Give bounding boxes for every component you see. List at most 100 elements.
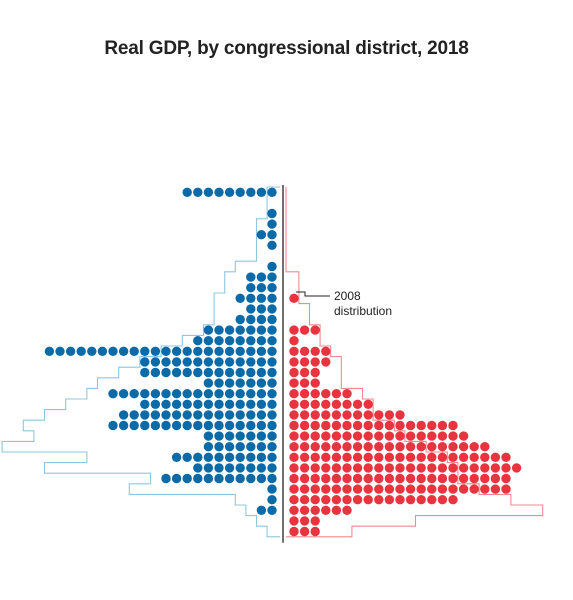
dot-right-row-29: [321, 495, 331, 505]
dot-right-row-13: [310, 325, 320, 335]
dot-left-row-17: [193, 367, 203, 378]
dot-left-row-19: [214, 389, 224, 399]
dot-right-row-21: [363, 410, 373, 420]
dot-left-row-19: [108, 389, 118, 399]
dot-right-row-30: [321, 505, 331, 515]
dot-right-row-29: [289, 495, 299, 505]
dot-right-row-26: [480, 463, 490, 473]
dot-right-row-25: [321, 452, 331, 462]
dot-left-row-18: [246, 378, 256, 388]
dot-left-row-27: [256, 473, 267, 484]
dot-right-row-13: [289, 325, 299, 335]
dot-right-row-29: [363, 495, 373, 505]
dot-right-row-29: [416, 495, 426, 505]
dot-left-row-8: [246, 272, 256, 282]
dot-right-row-27: [321, 473, 331, 484]
dot-right-row-22: [321, 420, 331, 431]
dot-left-row-8: [267, 272, 277, 282]
dot-left-row-27: [214, 473, 224, 484]
dot-left-row-19: [150, 389, 161, 399]
dot-left-row-17: [182, 367, 192, 378]
dot-left-row-0: [214, 187, 224, 197]
dot-left-row-25: [193, 452, 203, 462]
dot-right-row-24: [458, 442, 469, 452]
dot-left-row-22: [193, 420, 203, 431]
dot-right-row-24: [289, 442, 299, 452]
dot-right-row-29: [299, 495, 310, 505]
dot-left-row-24: [235, 442, 245, 452]
dot-left-row-23: [224, 431, 235, 441]
dot-left-row-18: [224, 378, 235, 388]
dot-right-row-22: [374, 420, 384, 431]
dot-right-row-30: [342, 505, 352, 515]
dot-left-row-25: [246, 452, 256, 462]
dot-left-row-27: [161, 473, 171, 484]
dot-left-row-15: [161, 346, 171, 356]
annotation-label-line-1: 2008: [334, 289, 361, 303]
dot-left-row-19: [256, 389, 267, 399]
dot-right-row-26: [342, 463, 352, 473]
dot-left-row-15: [55, 346, 65, 356]
dot-left-row-19: [267, 389, 277, 399]
dot-left-row-15: [256, 346, 267, 356]
dot-right-row-28: [437, 484, 448, 494]
dot-right-row-27: [416, 473, 426, 484]
dot-left-row-13: [224, 325, 235, 335]
dot-left-row-25: [224, 452, 235, 462]
dot-right-row-20: [352, 399, 363, 409]
dot-right-row-28: [490, 484, 501, 494]
dot-right-row-26: [374, 463, 384, 473]
dot-left-row-15: [140, 346, 150, 356]
dot-left-row-22: [246, 420, 256, 431]
dot-left-row-15: [182, 346, 192, 356]
dot-right-row-31: [299, 516, 310, 526]
dot-left-row-17: [161, 367, 171, 378]
dot-right-row-25: [448, 452, 458, 462]
dot-left-row-14: [235, 336, 245, 346]
dot-left-row-21: [256, 410, 267, 420]
dot-right-row-26: [405, 463, 416, 473]
dot-right-row-26: [448, 463, 458, 473]
dot-left-row-25: [235, 452, 245, 462]
dot-left-row-26: [203, 463, 214, 473]
dot-right-row-23: [405, 431, 416, 441]
dot-right-row-19: [310, 389, 320, 399]
dot-right-row-23: [310, 431, 320, 441]
dot-left-row-15: [267, 346, 277, 356]
dot-right-row-19: [321, 389, 331, 399]
outline-2008-right: [285, 187, 544, 538]
dot-left-row-19: [246, 389, 256, 399]
dot-left-row-19: [129, 389, 139, 399]
dot-right-row-28: [363, 484, 373, 494]
dot-left-row-25: [182, 452, 192, 462]
dot-right-row-29: [384, 495, 395, 505]
dot-left-row-25: [203, 452, 214, 462]
dot-left-row-21: [203, 410, 214, 420]
dot-left-row-14: [214, 336, 224, 346]
dot-left-row-4: [267, 230, 277, 240]
outline-2008-left: [1, 186, 280, 538]
dot-right-row-27: [299, 473, 310, 484]
dot-right-row-28: [289, 484, 299, 494]
dot-left-row-15: [150, 346, 161, 356]
dot-right-row-19: [289, 389, 299, 399]
dot-right-row-18: [310, 378, 320, 388]
dot-right-row-15: [289, 346, 299, 356]
dot-right-row-26: [363, 463, 373, 473]
dot-right-row-19: [299, 389, 310, 399]
dot-left-row-16: [140, 357, 150, 367]
dot-left-row-18: [235, 378, 245, 388]
dot-right-row-22: [299, 420, 310, 431]
dot-left-row-23: [235, 431, 245, 441]
dot-right-row-21: [342, 410, 352, 420]
dot-left-row-10: [235, 293, 245, 303]
dot-right-row-22: [448, 420, 458, 431]
dot-right-row-29: [448, 495, 458, 505]
dot-right-row-27: [363, 473, 373, 484]
dot-left-row-24: [203, 442, 214, 452]
dot-left-row-18: [214, 378, 224, 388]
annotation-leader-line: [296, 291, 330, 297]
dot-left-row-21: [214, 410, 224, 420]
dot-left-row-18: [267, 378, 277, 388]
